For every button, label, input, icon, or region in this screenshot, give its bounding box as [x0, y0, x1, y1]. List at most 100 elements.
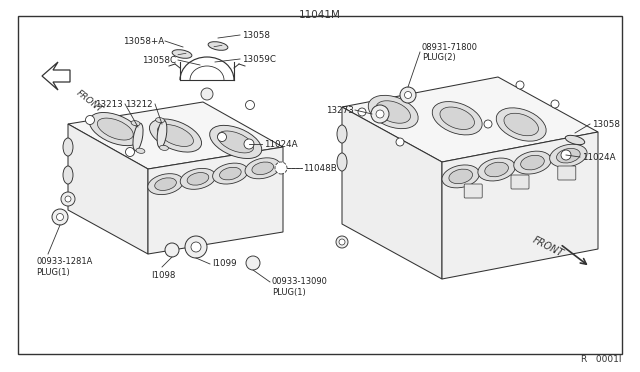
Ellipse shape: [131, 121, 140, 126]
Circle shape: [125, 148, 134, 157]
Circle shape: [339, 239, 345, 245]
Ellipse shape: [155, 178, 177, 190]
Circle shape: [185, 236, 207, 258]
Ellipse shape: [496, 108, 546, 141]
Circle shape: [561, 150, 571, 160]
Circle shape: [218, 132, 227, 141]
Circle shape: [551, 100, 559, 108]
Circle shape: [358, 108, 366, 116]
Circle shape: [246, 256, 260, 270]
Circle shape: [52, 209, 68, 225]
Ellipse shape: [449, 169, 472, 184]
Text: 13059C: 13059C: [242, 55, 276, 64]
Circle shape: [396, 138, 404, 146]
Ellipse shape: [521, 155, 544, 170]
Ellipse shape: [432, 102, 482, 135]
Text: 00933-1281A: 00933-1281A: [36, 257, 92, 266]
Polygon shape: [342, 77, 598, 162]
Ellipse shape: [172, 50, 192, 58]
Ellipse shape: [210, 125, 262, 158]
Text: 13058: 13058: [242, 31, 270, 39]
Ellipse shape: [337, 125, 347, 143]
Text: 13213: 13213: [95, 99, 123, 109]
Ellipse shape: [212, 163, 248, 184]
Text: I1099: I1099: [212, 260, 237, 269]
Ellipse shape: [565, 135, 585, 145]
Text: FRONT: FRONT: [531, 235, 565, 259]
Circle shape: [400, 87, 416, 103]
Text: 13058: 13058: [592, 119, 620, 128]
Ellipse shape: [220, 167, 241, 180]
Text: FRONT: FRONT: [75, 88, 105, 114]
Circle shape: [246, 100, 255, 109]
Ellipse shape: [157, 120, 167, 148]
Polygon shape: [42, 62, 70, 90]
Text: I1098: I1098: [151, 270, 175, 279]
Ellipse shape: [136, 148, 145, 153]
Ellipse shape: [337, 153, 347, 171]
Ellipse shape: [442, 165, 479, 188]
Text: 08931-71800: 08931-71800: [422, 42, 478, 51]
Circle shape: [371, 105, 389, 123]
Ellipse shape: [63, 138, 73, 156]
Text: 11048B: 11048B: [303, 164, 337, 173]
Ellipse shape: [157, 125, 193, 147]
Ellipse shape: [159, 145, 168, 150]
Circle shape: [336, 236, 348, 248]
Ellipse shape: [440, 107, 474, 129]
Text: 13058+A: 13058+A: [123, 36, 164, 45]
Ellipse shape: [97, 118, 133, 140]
Ellipse shape: [133, 123, 143, 151]
Circle shape: [376, 110, 384, 118]
Ellipse shape: [187, 173, 209, 185]
Text: PLUG(2): PLUG(2): [422, 52, 456, 61]
Circle shape: [484, 120, 492, 128]
FancyBboxPatch shape: [558, 166, 576, 180]
Text: R   0001I: R 0001I: [582, 355, 622, 364]
Text: PLUG(1): PLUG(1): [272, 288, 306, 296]
FancyBboxPatch shape: [464, 184, 482, 198]
Text: 11024A: 11024A: [264, 140, 298, 148]
Ellipse shape: [180, 169, 216, 189]
Polygon shape: [342, 107, 442, 279]
Circle shape: [61, 192, 75, 206]
Ellipse shape: [148, 174, 183, 195]
Ellipse shape: [218, 131, 253, 153]
Circle shape: [516, 81, 524, 89]
Polygon shape: [68, 102, 283, 169]
Ellipse shape: [368, 95, 418, 129]
Text: 13273: 13273: [326, 106, 354, 115]
Circle shape: [244, 139, 254, 149]
Ellipse shape: [504, 113, 538, 136]
Circle shape: [65, 196, 71, 202]
Circle shape: [56, 214, 63, 221]
Ellipse shape: [252, 162, 273, 174]
Ellipse shape: [478, 158, 515, 181]
Polygon shape: [442, 132, 598, 279]
Polygon shape: [148, 147, 283, 254]
Ellipse shape: [245, 158, 280, 179]
Ellipse shape: [484, 162, 508, 177]
Text: PLUG(1): PLUG(1): [36, 267, 70, 276]
Ellipse shape: [557, 148, 580, 163]
Circle shape: [86, 115, 95, 125]
Circle shape: [275, 162, 287, 174]
Text: 13058C: 13058C: [142, 55, 176, 64]
Polygon shape: [68, 124, 148, 254]
Circle shape: [404, 92, 412, 99]
Ellipse shape: [63, 166, 73, 184]
Ellipse shape: [156, 118, 164, 123]
Ellipse shape: [376, 101, 410, 123]
Circle shape: [201, 88, 213, 100]
Text: 00933-13090: 00933-13090: [272, 278, 328, 286]
Circle shape: [191, 242, 201, 252]
Text: 11024A: 11024A: [582, 153, 616, 161]
Text: 11041M: 11041M: [299, 10, 341, 20]
Circle shape: [165, 243, 179, 257]
Ellipse shape: [89, 112, 141, 145]
Text: 13212: 13212: [125, 99, 153, 109]
FancyBboxPatch shape: [511, 175, 529, 189]
Ellipse shape: [208, 42, 228, 50]
Ellipse shape: [550, 144, 587, 167]
Ellipse shape: [150, 119, 202, 152]
